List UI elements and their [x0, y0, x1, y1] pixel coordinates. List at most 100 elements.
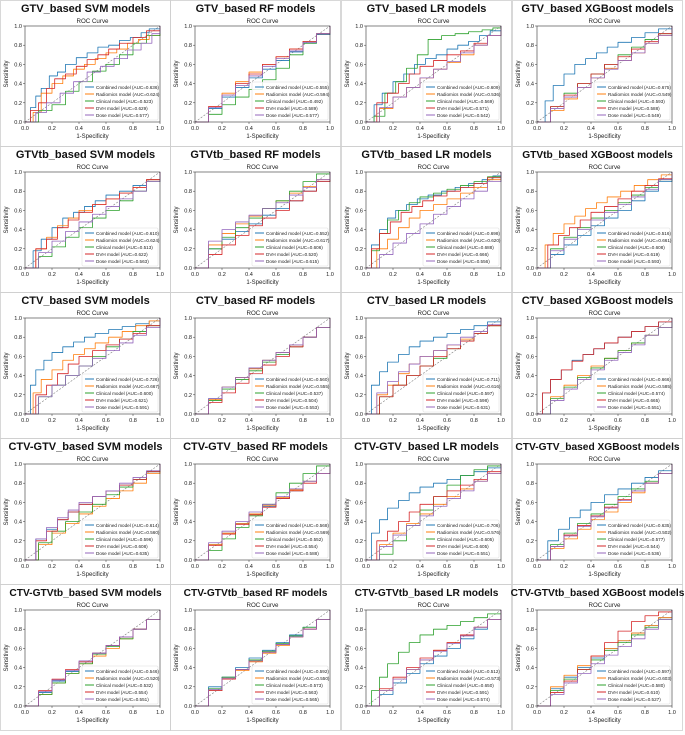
x-tick-label: 1.0 [497, 126, 505, 132]
legend-entry: Radiomics model (AUC=0.573) [437, 676, 501, 681]
legend-entry: Clinical model (AUC=0.608) [608, 245, 665, 250]
legend-entry: Radiomics model (AUC=0.569) [266, 530, 330, 535]
legend-box [593, 227, 671, 267]
legend-entry: DVH model (AUC=0.621) [96, 398, 148, 403]
chance-diagonal [536, 463, 673, 561]
legend-entry: Radiomics model (AUC=0.549) [608, 92, 672, 97]
legend-entry: Clinical model (AUC=0.532) [96, 683, 153, 688]
legend-entry: Clinical model (AUC=0.593) [608, 99, 665, 104]
x-axis-label: 1-Specificity [417, 134, 449, 140]
panel-title: CTV_based RF models [196, 295, 315, 307]
y-tick-label: 0.6 [184, 208, 192, 214]
legend-entry: Radiomics model (AUC=0.616) [437, 384, 501, 389]
y-tick-label: 0.0 [355, 558, 363, 564]
roc-panel-11: CTV_based LR models ROC Curve 0.0 0.2 0.4 0.6… [341, 292, 512, 439]
roc-line-series-5 [25, 26, 161, 123]
y-tick-label: 0.2 [184, 393, 192, 399]
y-tick-label: 1.0 [526, 316, 534, 322]
x-tick-label: 0.6 [102, 126, 110, 132]
chance-diagonal [24, 171, 161, 269]
roc-panel-1: GTV_based SVM models ROC Curve 0.0 0.2 0.4 0.… [0, 0, 171, 147]
x-tick-label: 0.2 [389, 272, 397, 278]
y-tick-label: 0.6 [355, 500, 363, 506]
y-tick-label: 0.8 [526, 43, 534, 49]
legend-entry: Clinical model (AUC=0.580) [608, 683, 665, 688]
legend-entry: Combined model (AUC=0.552) [266, 231, 329, 236]
x-tick-label: 0.2 [389, 564, 397, 570]
x-tick-label: 0.0 [533, 710, 541, 716]
x-tick-label: 0.2 [48, 272, 56, 278]
y-tick-label: 0.0 [526, 704, 534, 710]
legend-entry: Clinical model (AUC=0.552) [266, 537, 323, 542]
y-tick-label: 0.6 [14, 62, 22, 68]
legend-entry: Combined model (AUC=0.614) [96, 523, 159, 528]
x-tick-label: 0.8 [470, 564, 478, 570]
legend-entry: Dose model (AUC=0.631) [437, 405, 490, 410]
legend-entry: DVH model (AUC=0.666) [437, 252, 489, 257]
legend-box [81, 227, 159, 267]
plot-area-frame [24, 171, 161, 269]
x-tick-label: 1.0 [326, 564, 334, 570]
legend-box [593, 373, 671, 413]
roc-line-series-5 [366, 318, 502, 415]
roc-line-series-1 [25, 318, 161, 415]
legend-entry: DVH model (AUC=0.554) [266, 544, 318, 549]
y-tick-label: 0.2 [184, 539, 192, 545]
y-axis-label: Sensitivity [174, 352, 180, 379]
roc-line-series-2 [25, 318, 161, 415]
legend-entry: DVH model (AUC=0.589) [266, 106, 318, 111]
legend-entry: Dose model (AUC=0.577) [266, 113, 319, 118]
y-tick-label: 0.4 [14, 666, 22, 672]
y-tick-label: 1.0 [184, 24, 192, 30]
roc-line-series-5 [195, 464, 331, 561]
chance-diagonal [536, 609, 673, 707]
x-tick-label: 0.0 [533, 564, 541, 570]
roc-line-series-5 [366, 610, 502, 707]
x-tick-label: 0.0 [191, 710, 199, 716]
x-tick-label: 0.0 [191, 126, 199, 132]
plot-area-frame [24, 317, 161, 415]
roc-panel-9: CTV_based SVM models ROC Curve 0.0 0.2 0.4 0.… [0, 292, 171, 439]
legend-entry: Clinical model (AUC=0.577) [608, 537, 665, 542]
y-tick-label: 1.0 [184, 462, 192, 468]
x-tick-label: 1.0 [668, 272, 676, 278]
legend-entry: Dose model (AUC=0.549) [608, 113, 661, 118]
y-tick-label: 0.4 [184, 82, 192, 88]
x-tick-label: 0.4 [245, 126, 253, 132]
legend-entry: Radiomics model (AUC=0.620) [437, 238, 501, 243]
y-tick-label: 0.8 [184, 43, 192, 49]
y-tick-label: 0.4 [355, 666, 363, 672]
y-tick-label: 0.6 [355, 354, 363, 360]
y-tick-label: 0.8 [355, 627, 363, 633]
y-tick-label: 0.2 [355, 539, 363, 545]
roc-panel-16: CTV-GTV_based XGBoost models ROC Curve 0.0… [512, 438, 683, 585]
y-tick-label: 0.6 [14, 208, 22, 214]
x-tick-label: 1.0 [668, 418, 676, 424]
x-tick-label: 0.2 [218, 126, 226, 132]
legend-entry: Radiomics model (AUC=0.550) [266, 676, 330, 681]
y-tick-label: 1.0 [355, 608, 363, 614]
y-tick-label: 0.4 [526, 666, 534, 672]
y-tick-label: 0.4 [355, 520, 363, 526]
y-tick-label: 1.0 [355, 170, 363, 176]
x-tick-label: 0.8 [470, 126, 478, 132]
roc-line-series-4 [195, 172, 331, 269]
roc-line-series-5 [25, 318, 161, 415]
y-tick-label: 1.0 [14, 608, 22, 614]
legend: Combined model (AUC=0.512) Radiomics mode… [422, 665, 501, 705]
x-tick-label: 0.0 [533, 418, 541, 424]
legend-box [81, 665, 159, 705]
roc-curve-subtitle: ROC Curve [589, 310, 622, 317]
legend-entry: Dose model (AUC=0.615) [266, 259, 319, 264]
roc-line-series-3 [195, 26, 331, 123]
y-tick-label: 0.6 [526, 354, 534, 360]
x-tick-label: 0.6 [102, 272, 110, 278]
roc-line-series-5 [366, 464, 502, 561]
roc-panel-15: CTV-GTV_based LR models ROC Curve 0.0 0.2 0.… [341, 438, 512, 585]
plot-area-frame [536, 317, 673, 415]
roc-panel-8: GTVtb_based XGBoost models ROC Curve 0.0 0.… [512, 146, 683, 293]
x-tick-label: 0.4 [245, 710, 253, 716]
legend: Combined model (AUC=0.597) Radiomics mode… [593, 665, 672, 705]
x-tick-label: 0.6 [272, 564, 280, 570]
chance-diagonal [194, 609, 331, 707]
